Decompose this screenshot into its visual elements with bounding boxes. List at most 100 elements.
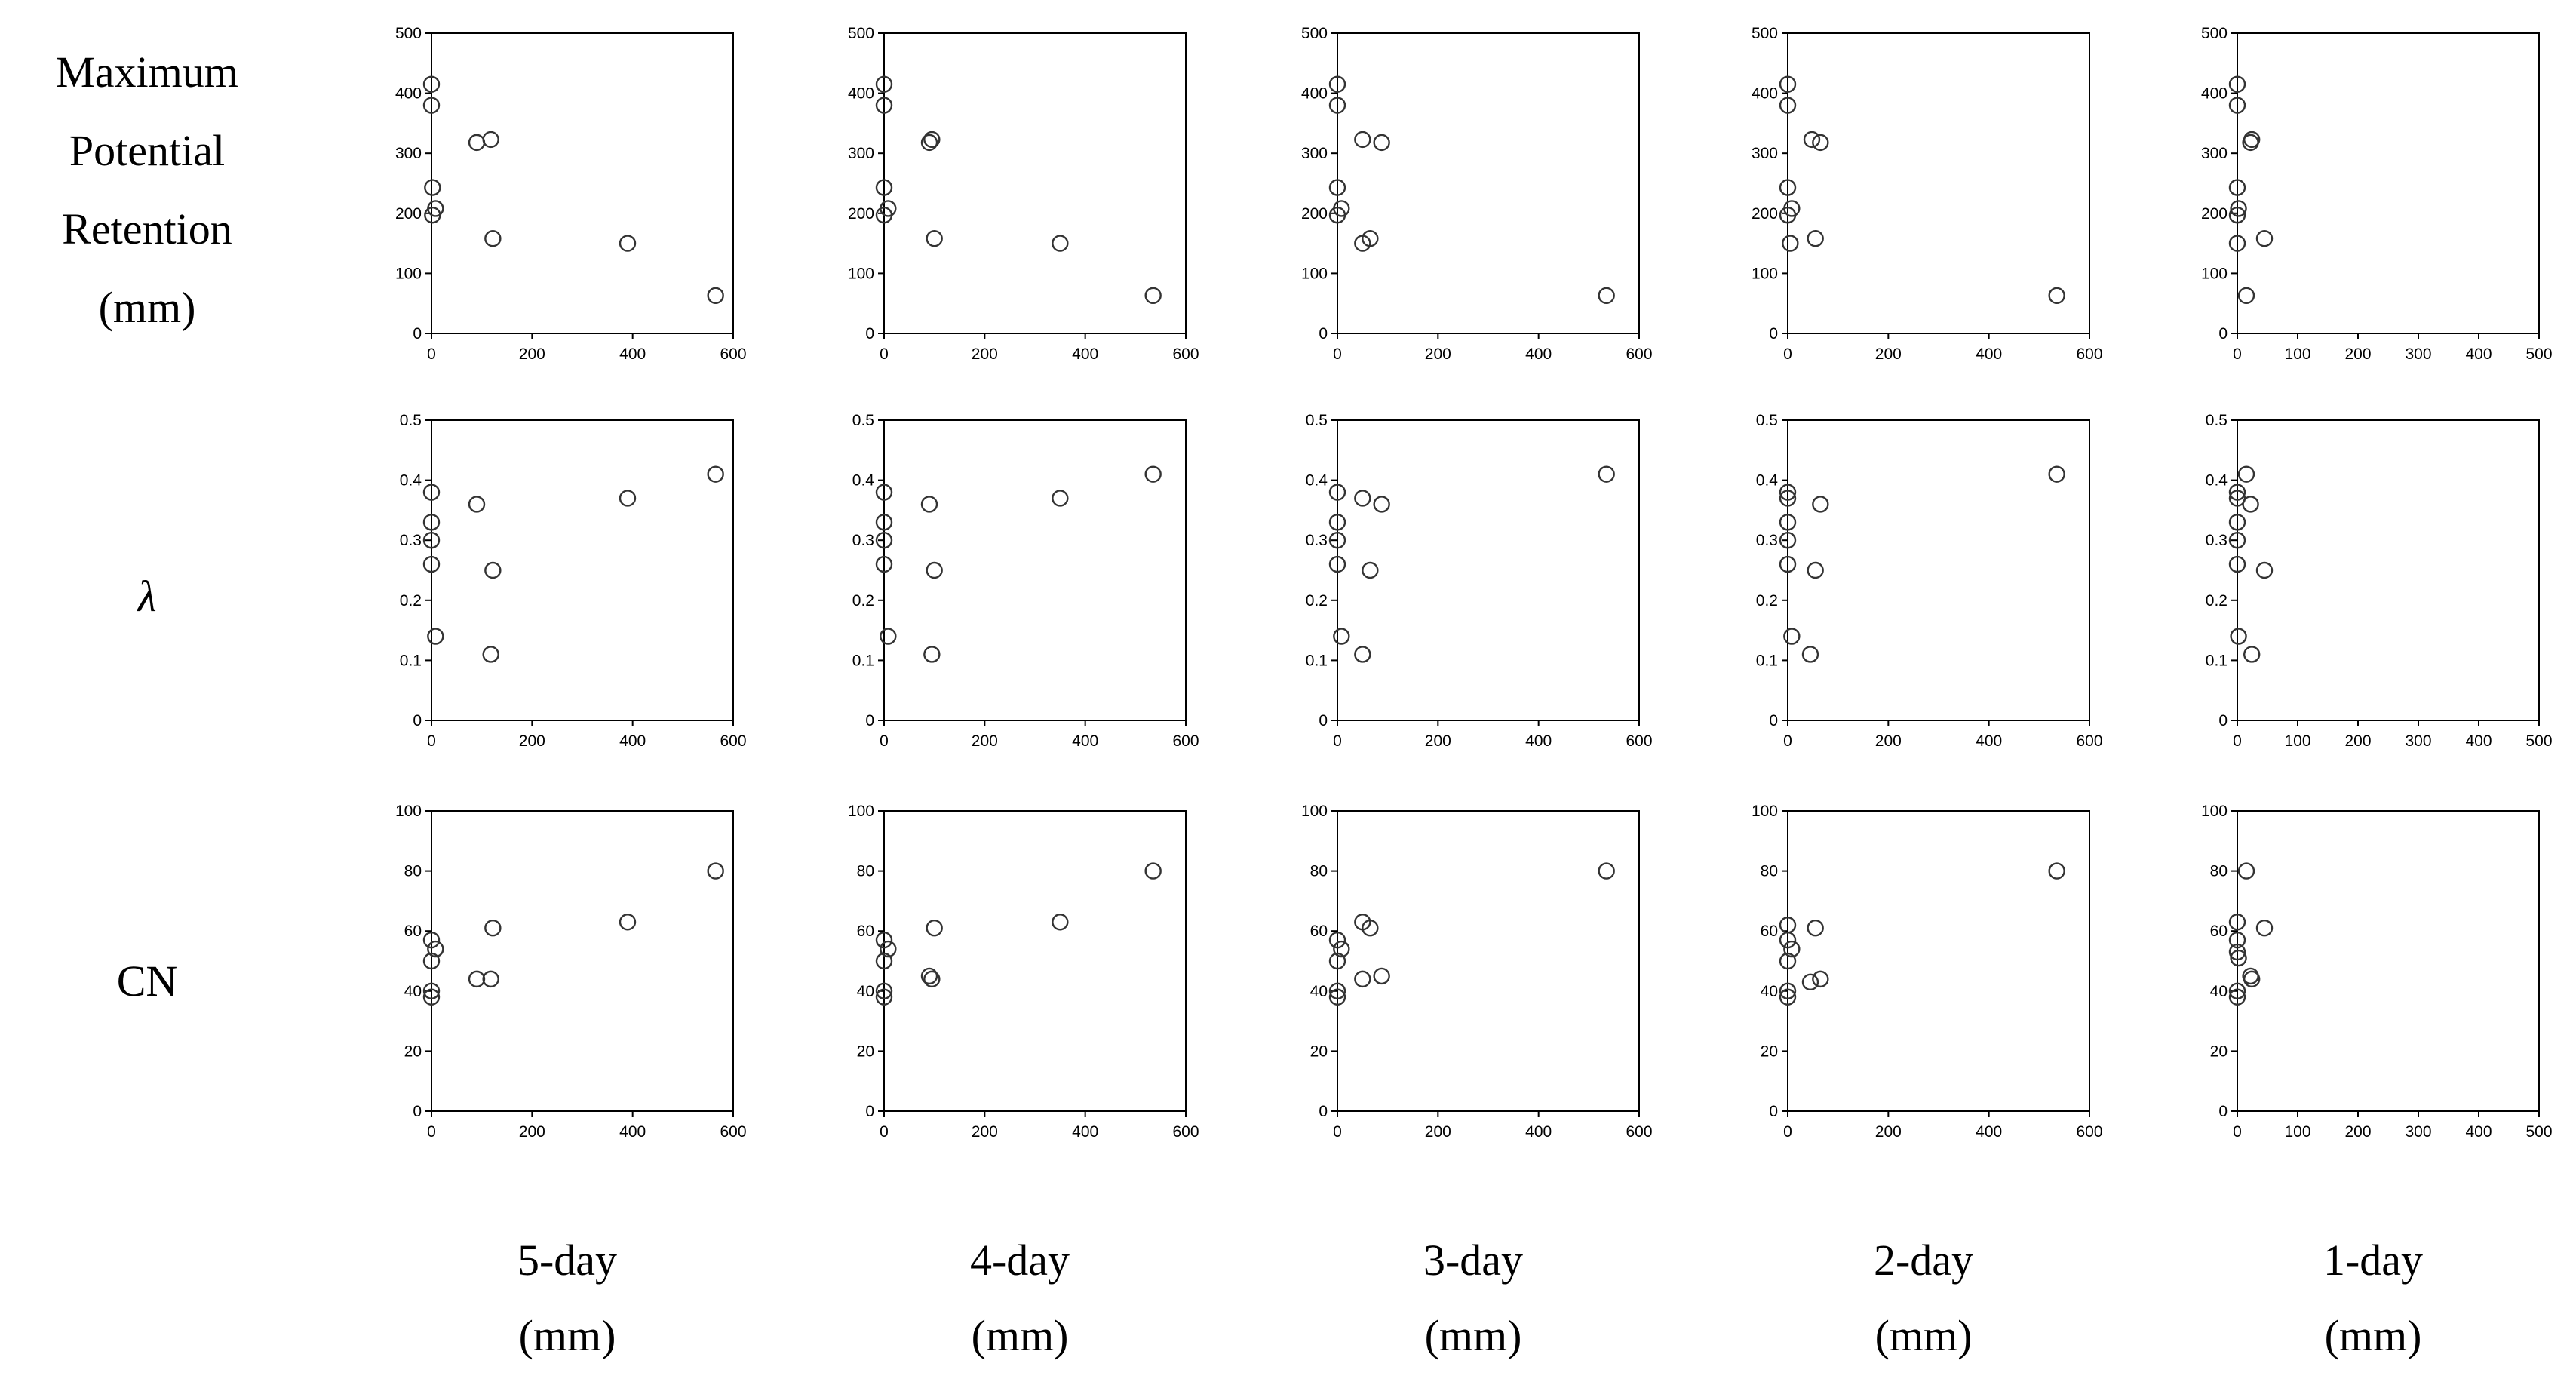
- panel-r1-c2: 0 100 200 300 400 500 0 200 400 600: [848, 25, 1199, 363]
- column-label-2-line-2: (mm): [972, 1311, 1069, 1360]
- x-tick-label: 0: [427, 1123, 436, 1141]
- panel-r1-c3: 0 100 200 300 400 500 0 200 400 600: [1301, 25, 1653, 363]
- data-point: [875, 931, 893, 949]
- x-tick-label: 600: [2076, 1123, 2102, 1141]
- data-point: [920, 967, 938, 985]
- data-point: [2243, 131, 2261, 149]
- row-label-3-line-1: CN: [117, 957, 178, 1006]
- y-tick-label: 0: [2218, 712, 2228, 729]
- panel-r2-c5: 0 0.1 0.2 0.3 0.4 0.5 0 100 200 300 400 500: [2206, 412, 2553, 750]
- data-point: [1801, 646, 1819, 663]
- data-point: [2237, 287, 2255, 305]
- y-tick-label: 0: [1319, 1103, 1328, 1120]
- y-tick-label: 20: [2210, 1042, 2228, 1060]
- y-tick-label: 100: [395, 265, 422, 282]
- y-tick-label: 400: [1752, 85, 1778, 103]
- data-point: [422, 931, 441, 949]
- data-point: [422, 97, 441, 114]
- data-point: [1783, 200, 1801, 217]
- data-point: [1328, 555, 1346, 573]
- row-label-1-line-1: Maximum: [56, 48, 238, 97]
- y-tick-label: 100: [1752, 265, 1778, 282]
- x-tick-label: 600: [1172, 345, 1199, 363]
- y-tick-label: 400: [2201, 85, 2228, 103]
- column-label-3-line-2: (mm): [1425, 1311, 1522, 1360]
- data-point: [875, 75, 893, 93]
- x-tick-label: 200: [1875, 1123, 1902, 1141]
- data-point: [422, 982, 441, 1000]
- data-point: [2255, 230, 2274, 247]
- y-tick-label: 100: [2201, 803, 2228, 820]
- data-point: [1362, 920, 1379, 937]
- y-tick-label: 100: [1752, 803, 1778, 820]
- data-point: [1782, 235, 1799, 252]
- x-tick-label: 0: [427, 345, 436, 363]
- data-point: [1144, 287, 1162, 305]
- column-label-4-line-1: 2-day: [1874, 1236, 1973, 1285]
- data-point: [2237, 465, 2255, 483]
- y-tick-label: 0.5: [1306, 412, 1328, 429]
- data-point: [1807, 561, 1824, 579]
- data-point: [2255, 561, 2274, 579]
- plot-frame: [2237, 32, 2540, 334]
- data-point: [482, 131, 499, 149]
- data-point: [707, 862, 724, 880]
- y-tick-label: 0.1: [1756, 652, 1778, 669]
- y-tick-label: 500: [848, 25, 874, 42]
- x-tick-label: 400: [1525, 1123, 1552, 1141]
- data-point: [1779, 988, 1797, 1006]
- data-point: [422, 952, 441, 970]
- y-tick-label: 80: [857, 863, 874, 880]
- data-point: [422, 484, 441, 501]
- y-tick-label: 200: [1301, 205, 1328, 223]
- data-point: [875, 555, 893, 573]
- data-point: [1144, 862, 1162, 880]
- y-tick-label: 0.2: [400, 592, 422, 610]
- data-point: [2230, 949, 2247, 967]
- data-point: [926, 561, 943, 579]
- data-point: [1373, 134, 1390, 152]
- x-tick-label: 200: [519, 345, 545, 363]
- panel-r3-c2: 0 20 40 60 80 100 0 200 400 600: [848, 803, 1199, 1141]
- x-tick-label: 200: [972, 345, 998, 363]
- data-point: [482, 970, 499, 988]
- data-point: [1333, 200, 1350, 217]
- x-tick-label: 0: [880, 732, 889, 750]
- x-tick-label: 400: [2465, 1123, 2492, 1141]
- data-point: [875, 179, 893, 196]
- row-label-2-line-1: λ: [136, 572, 156, 621]
- y-tick-label: 0: [865, 712, 874, 729]
- x-tick-label: 600: [720, 345, 746, 363]
- x-tick-label: 200: [1425, 732, 1451, 750]
- data-point: [619, 235, 637, 252]
- plot-frame: [1337, 419, 1640, 721]
- y-tick-label: 100: [2201, 265, 2228, 282]
- data-point: [1779, 179, 1797, 196]
- data-point: [1812, 134, 1829, 152]
- x-tick-label: 0: [880, 1123, 889, 1141]
- y-tick-label: 200: [848, 205, 874, 223]
- plot-frame: [883, 810, 1187, 1112]
- plot-frame: [883, 32, 1187, 334]
- y-tick-label: 200: [395, 205, 422, 223]
- panel-r1-c5: 0 100 200 300 400 500 0 100 200 300 400 500: [2201, 25, 2553, 363]
- y-tick-label: 0: [1769, 325, 1778, 342]
- x-tick-label: 500: [2525, 732, 2552, 750]
- y-tick-label: 0.4: [852, 472, 875, 490]
- x-tick-label: 200: [519, 1123, 545, 1141]
- data-point: [427, 628, 444, 645]
- y-tick-label: 60: [1310, 923, 1328, 940]
- y-tick-label: 60: [857, 923, 874, 940]
- x-tick-label: 100: [2284, 732, 2310, 750]
- data-point: [1779, 514, 1797, 531]
- data-point: [484, 920, 502, 937]
- data-point: [1779, 952, 1797, 970]
- y-tick-label: 300: [848, 145, 874, 162]
- data-point: [2255, 920, 2274, 937]
- x-tick-label: 400: [2465, 732, 2492, 750]
- data-point: [2228, 943, 2246, 961]
- data-point: [1328, 931, 1346, 949]
- y-tick-label: 500: [395, 25, 422, 42]
- data-point: [2228, 235, 2246, 252]
- column-label-1-line-1: 5-day: [517, 1236, 617, 1285]
